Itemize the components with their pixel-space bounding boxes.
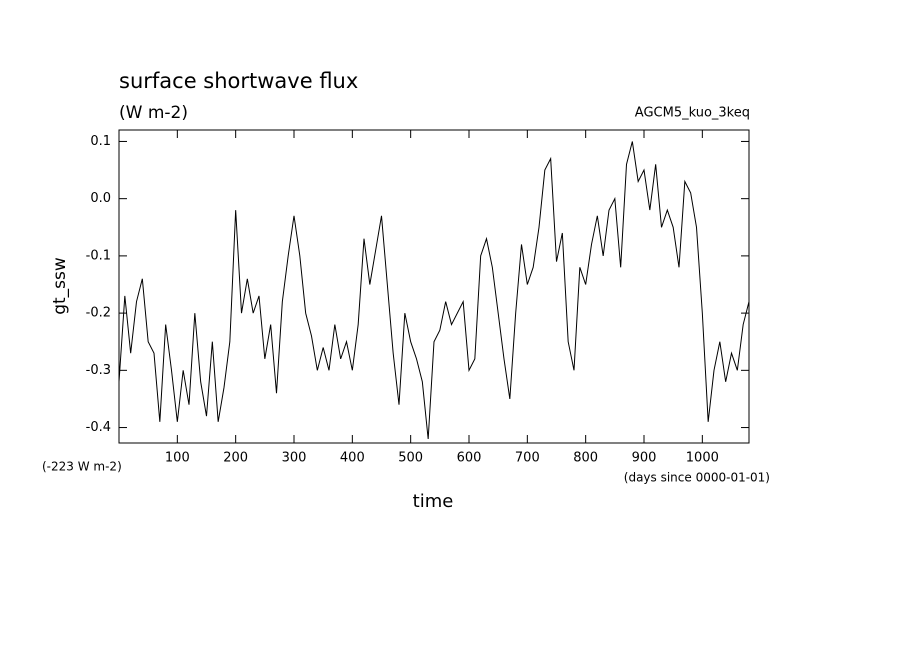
run-name: AGCM5_kuo_3keq	[635, 106, 750, 121]
x-tick-label: 600	[457, 451, 482, 466]
x-tick-label: 700	[515, 451, 540, 466]
y-tick-label: 0.1	[90, 134, 111, 149]
x-tick-label: 300	[282, 451, 307, 466]
chart-subtitle: (W m-2)	[119, 103, 188, 123]
x-tick-label: 900	[632, 451, 657, 466]
plot-frame	[118, 129, 750, 444]
data-line	[118, 141, 750, 440]
offset-note: (-223 W m-2)	[42, 460, 122, 474]
x-tick-label: 500	[398, 451, 423, 466]
y-tick-label: -0.3	[86, 363, 111, 378]
y-tick-label: -0.2	[86, 306, 111, 321]
y-tick-label: -0.4	[86, 420, 111, 435]
x-units: (days since 0000-01-01)	[624, 471, 770, 485]
y-tick-label: 0.0	[90, 191, 111, 206]
x-tick-label: 100	[165, 451, 190, 466]
y-tick-label: -0.1	[86, 248, 111, 263]
x-tick-label: 800	[573, 451, 598, 466]
x-tick-label: 200	[223, 451, 248, 466]
chart-title: surface shortwave flux	[119, 69, 358, 93]
x-axis-label: time	[413, 491, 454, 512]
y-axis-label: gt_ssw	[50, 257, 70, 315]
x-tick-label: 400	[340, 451, 365, 466]
x-tick-label: 1000	[686, 451, 719, 466]
